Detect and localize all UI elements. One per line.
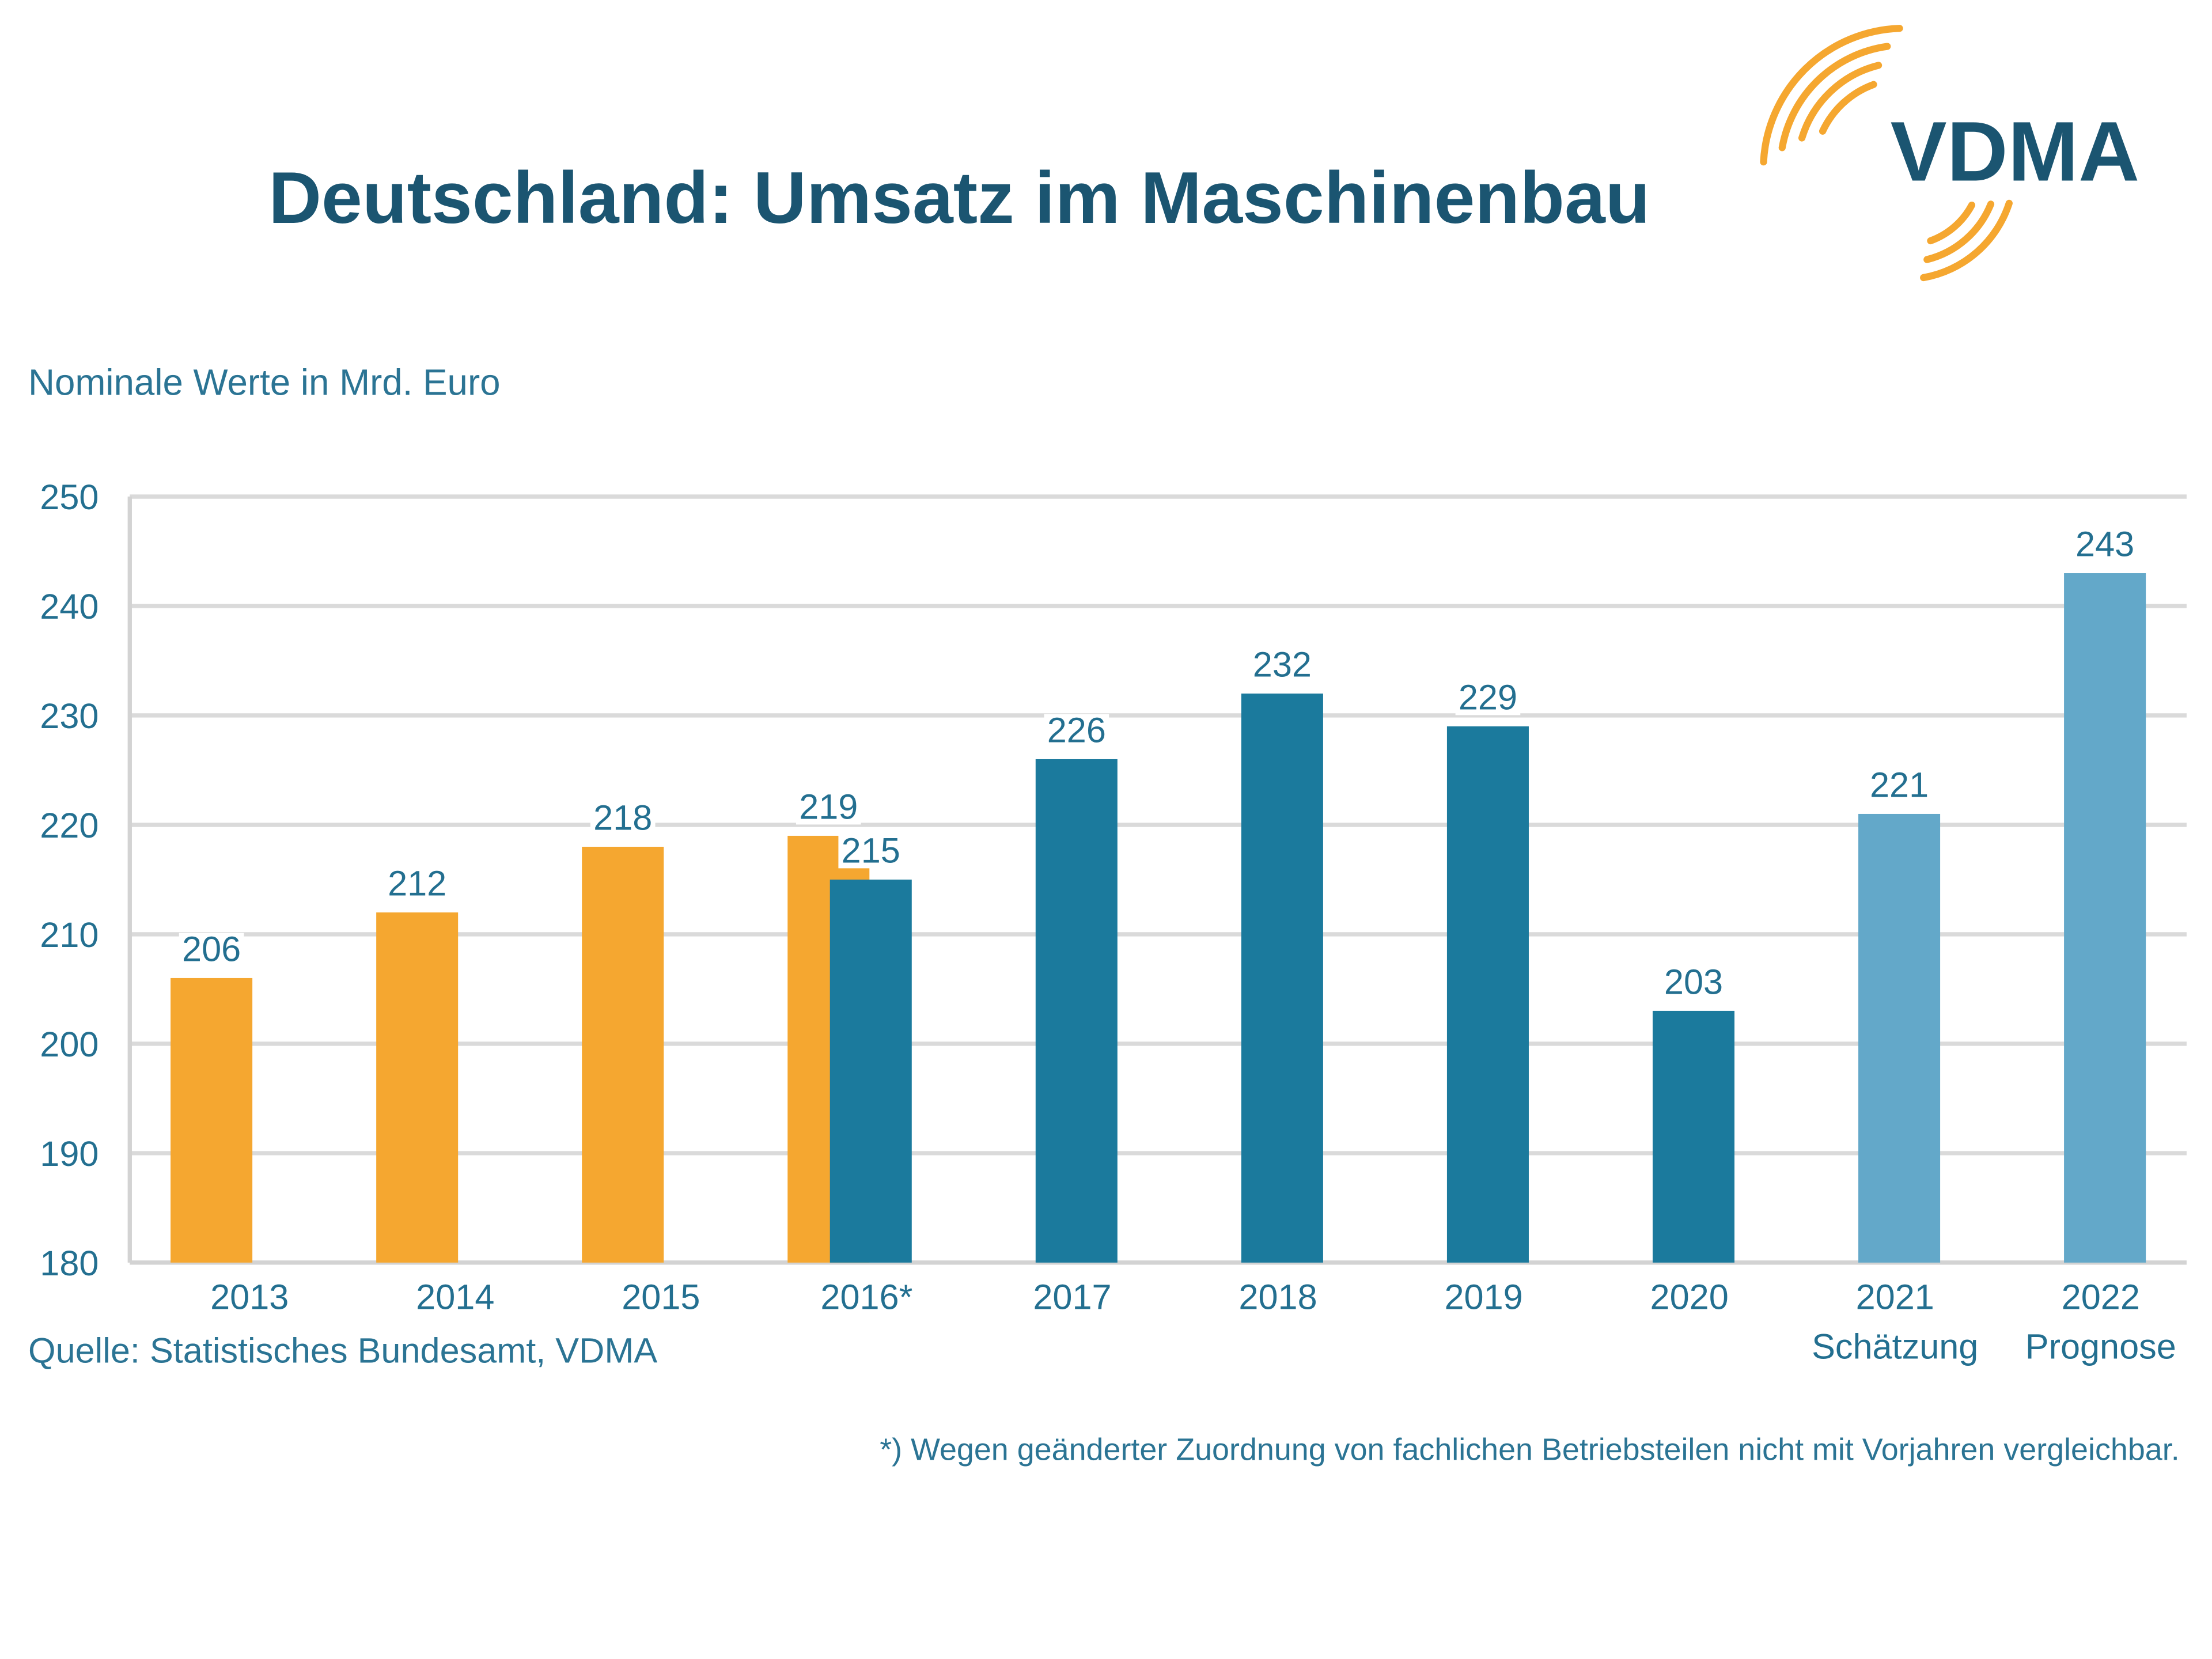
x-tick-label-2020: 2020 — [1650, 1278, 1729, 1317]
data-labels: 206 212 218 219 215 226 232 229 203 221 243 — [179, 525, 2138, 1002]
bar-2021-series-3 — [1858, 813, 1941, 1263]
logo-arc-outer-1 — [1760, 25, 1903, 166]
logo-arc-outer-2 — [1778, 43, 1891, 151]
y-tick-label-250: 250 — [40, 478, 99, 517]
y-tick-label-220: 220 — [40, 806, 99, 845]
data-label-bg-2018-series-2 — [1249, 648, 1315, 683]
y-tick-label-230: 230 — [40, 696, 99, 736]
gridlines — [130, 494, 2187, 1156]
bar-2022-series-3 — [2064, 573, 2146, 1263]
x-tick-label-2017: 2017 — [1033, 1278, 1111, 1317]
data-label-bg-2015-series-1 — [590, 801, 656, 836]
bar-2015-series-1 — [582, 846, 664, 1263]
data-label-2016-series-1: 219 — [799, 787, 858, 827]
data-label-bg-2017-series-2 — [1044, 714, 1109, 748]
bar-2019-series-2 — [1446, 726, 1529, 1263]
y-tick-label-180: 180 — [40, 1244, 99, 1283]
data-label-2021-series-3: 221 — [1870, 766, 1929, 805]
data-label-2018-series-2: 232 — [1253, 645, 1312, 684]
y-axis-tick-labels: 180 190 200 210 220 230 240 250 — [40, 478, 99, 1283]
data-label-2014-series-1: 212 — [388, 864, 446, 903]
x-tick-label-2021: 2021 — [1856, 1278, 1934, 1317]
bar-2014-series-1 — [376, 912, 459, 1263]
data-label-bg-2014-series-1 — [384, 867, 450, 902]
x-tick-sublabel-2021: Schätzung — [1812, 1327, 1978, 1366]
x-tick-label-2016: 2016* — [820, 1278, 912, 1317]
x-tick-sublabel-2022: Prognose — [2025, 1327, 2176, 1366]
bar-2020-series-2 — [1652, 1010, 1735, 1263]
source-note: Quelle: Statistisches Bundesamt, VDMA — [28, 1331, 657, 1370]
data-label-2015-series-1: 218 — [593, 798, 652, 838]
footnote: *) Wegen geänderter Zuordnung von fachli… — [880, 1433, 2179, 1467]
y-tick-label-190: 190 — [40, 1134, 99, 1173]
bar-2018-series-2 — [1241, 693, 1323, 1263]
y-tick-label-210: 210 — [40, 915, 99, 955]
data-label-bg-2021-series-3 — [1866, 768, 1932, 803]
data-label-2017-series-2: 226 — [1047, 711, 1106, 750]
logo-arc-outer-3 — [1798, 62, 1883, 142]
data-label-2019-series-2: 229 — [1459, 678, 1517, 717]
axes — [127, 497, 2187, 1265]
data-label-2016-series-2: 215 — [842, 831, 900, 870]
data-label-2022-series-3: 243 — [2075, 525, 2134, 564]
data-label-bg-2016-series-1 — [796, 790, 861, 825]
data-label-bg-2013-series-1 — [179, 933, 244, 967]
chart-title: Deutschland: Umsatz im Maschinenbau — [268, 157, 1650, 238]
x-tick-label-2014: 2014 — [416, 1278, 494, 1317]
y-tick-label-200: 200 — [40, 1025, 99, 1064]
data-label-bg-2022-series-3 — [2072, 528, 2138, 562]
data-label-bg-2016-series-2 — [838, 834, 904, 869]
logo-arc-inner-2 — [1923, 200, 1995, 263]
logo-arc-inner-1 — [1920, 199, 2013, 282]
data-label-bg-2020-series-2 — [1661, 965, 1726, 1000]
logo-arc-inner-3 — [1927, 201, 1976, 245]
bar-2013-series-1 — [171, 978, 253, 1263]
x-tick-label-2022: 2022 — [2062, 1278, 2140, 1317]
bars — [171, 573, 2146, 1263]
bar-2017-series-2 — [1035, 759, 1118, 1263]
x-tick-label-2018: 2018 — [1238, 1278, 1317, 1317]
data-label-2020-series-2: 203 — [1664, 963, 1723, 1002]
bar-2016-series-2 — [830, 879, 912, 1263]
data-label-2013-series-1: 206 — [182, 930, 241, 969]
x-tick-label-2013: 2013 — [210, 1278, 289, 1317]
x-tick-label-2015: 2015 — [622, 1278, 700, 1317]
x-axis-tick-labels: 2013 2014 2015 2016* 2017 2018 2019 2020 2021 Sch… — [210, 1278, 2176, 1366]
y-tick-label-240: 240 — [40, 587, 99, 626]
x-tick-label-2019: 2019 — [1444, 1278, 1522, 1317]
vdma-logo-text: VDMA — [1891, 104, 2140, 199]
logo-arc-outer-4 — [1819, 81, 1877, 135]
vdma-logo: VDMA — [1760, 25, 2140, 282]
data-label-bg-2019-series-2 — [1455, 681, 1521, 715]
chart-subtitle: Nominale Werte in Mrd. Euro — [28, 362, 501, 403]
